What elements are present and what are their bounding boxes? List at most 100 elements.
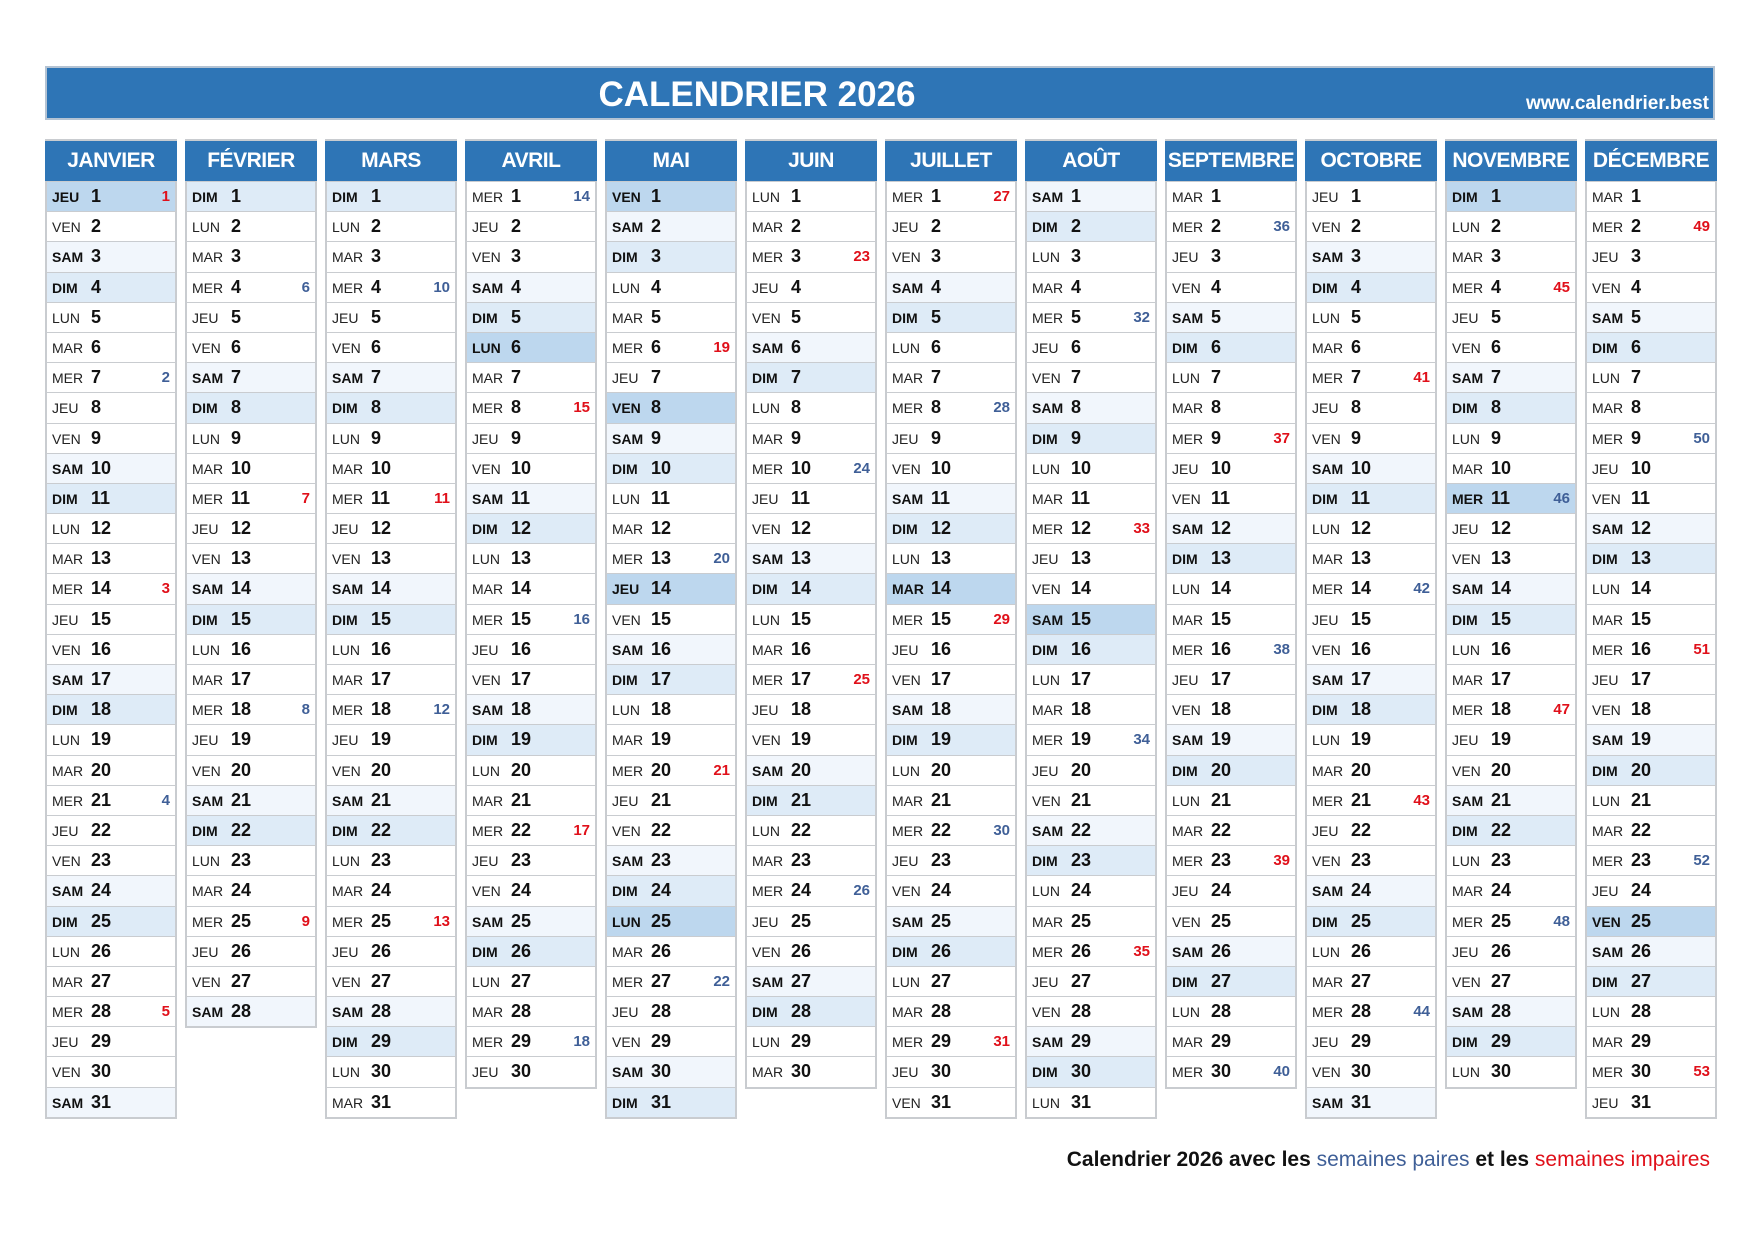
weekday-label: JEU [1172,249,1199,266]
day-row: JEU 22 [1307,814,1435,846]
day-row: VEN 10 [467,452,595,483]
week-number: 16 [573,610,590,628]
weekday-label: LUN [1032,460,1061,477]
day-row: LUN 20 [467,754,595,785]
week-number: 44 [1413,1003,1430,1021]
day-number: 26 [1211,940,1232,961]
weekday-label: MAR [752,219,784,236]
weekday-label: MER [1312,581,1344,598]
day-row: SAM 28 [1447,996,1575,1027]
day-number: 6 [791,336,802,357]
weekday-label: MAR [892,1004,924,1021]
day-row: DIM 29 [327,1026,455,1057]
month-column: NOVEMBRE DIM 1 LUN 2 MAR 3 MER 4 45 JEU 5 VEN 6 SAM 7 DI… [1445,139,1577,1089]
weekday-label: DIM [892,732,918,749]
day-row: SAM 7 [187,362,315,393]
weekday-label: LUN [52,943,81,960]
day-row: JEU 31 [1587,1086,1715,1117]
day-number: 11 [1071,487,1091,508]
day-row: MAR 3 [187,241,315,272]
day-row: MER 15 16 [467,603,595,634]
week-number: 20 [713,550,730,568]
weekday-label: SAM [1452,1004,1484,1021]
day-row: LUN 13 [887,543,1015,574]
day-number: 14 [791,578,812,599]
weekday-label: VEN [192,973,221,990]
weekday-label: JEU [52,189,80,205]
weekday-label: SAM [612,853,644,870]
day-number: 29 [1351,1031,1372,1052]
day-row: MAR 26 [607,935,735,966]
day-number: 8 [371,397,382,418]
weekday-label: LUN [192,430,221,447]
day-row: MER 4 10 [327,271,455,302]
title-bar: CALENDRIER 2026 www.calendrier.best [45,66,1715,120]
day-number: 27 [1351,970,1372,991]
day-number: 8 [511,397,522,418]
weekday-label: DIM [1452,822,1478,839]
site-url: www.calendrier.best [1525,93,1709,114]
day-row: MER 5 32 [1027,301,1155,332]
day-number: 15 [91,608,112,629]
day-row: MAR 27 [1307,965,1435,997]
holiday-day-row: MAR 14 [887,573,1015,604]
day-row: SAM 21 [187,784,315,815]
weekday-label: SAM [752,973,784,990]
day-row: JEU 19 [327,724,455,755]
weekday-label: VEN [612,400,641,417]
day-number: 1 [1351,186,1362,206]
day-number: 15 [1211,608,1232,629]
day-row: MAR 3 [327,241,455,272]
day-row: SAM 17 [47,664,175,695]
day-number: 11 [371,487,391,508]
day-row: MER 27 22 [607,965,735,997]
day-row: MER 25 9 [187,905,315,936]
day-number: 23 [931,850,952,871]
day-number: 20 [1491,759,1512,780]
day-row: JEU 29 [1307,1026,1435,1057]
week-number: 48 [1553,912,1570,930]
day-row: LUN 12 [47,513,175,544]
day-row: JEU 7 [607,362,735,393]
day-number: 12 [1071,518,1092,539]
day-row: MAR 15 [1587,603,1715,634]
day-row: DIM 27 [1587,965,1715,997]
weekday-label: MER [1032,732,1064,749]
day-number: 24 [231,880,252,901]
day-number: 7 [511,367,522,388]
day-number: 26 [231,940,252,961]
day-row: VEN 25 [1167,905,1295,936]
day-number: 22 [651,819,672,840]
day-number: 28 [1351,1001,1372,1022]
day-row: SAM 28 [187,996,315,1027]
weekday-label: MER [472,1034,504,1051]
weekday-label: DIM [332,189,358,205]
month-column: OCTOBRE JEU 1 VEN 2 SAM 3 DIM 4 LUN 5 MAR 6 MER 7 41 JEU… [1305,139,1437,1119]
day-row: DIM 7 [747,362,875,393]
day-number: 12 [91,518,112,539]
page-title: CALENDRIER 2026 [598,75,916,114]
day-number: 10 [1631,457,1652,478]
day-row: DIM 30 [1027,1056,1155,1087]
weekday-label: MAR [472,1004,504,1021]
day-row: DIM 11 [47,482,175,514]
day-row: LUN 23 [327,845,455,876]
day-number: 4 [91,276,102,297]
weekday-label: SAM [1172,732,1204,749]
weekday-label: VEN [892,249,921,266]
day-number: 18 [511,699,532,720]
day-number: 11 [1211,487,1231,508]
day-row: LUN 24 [1027,875,1155,906]
day-row: SAM 26 [1587,935,1715,966]
weekday-label: VEN [892,672,921,688]
day-number: 10 [931,457,952,478]
day-number: 17 [371,669,392,689]
day-row: MER 4 6 [187,271,315,302]
day-number: 27 [931,970,952,991]
day-number: 24 [1071,880,1092,901]
day-row: SAM 22 [1027,814,1155,846]
day-row: LUN 9 [1447,422,1575,453]
day-row: MAR 19 [607,724,735,755]
day-row: MER 2 36 [1167,211,1295,242]
day-row: MER 30 53 [1587,1056,1715,1087]
